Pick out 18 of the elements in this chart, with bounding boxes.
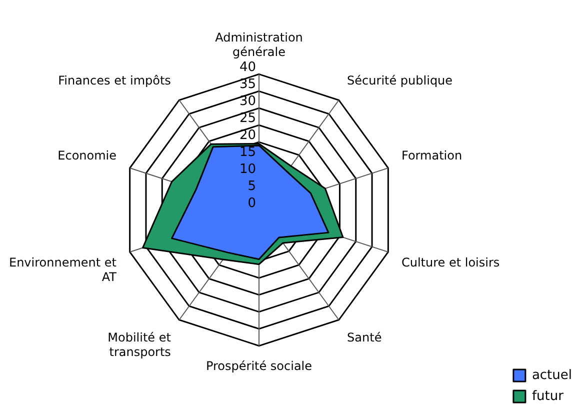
y-tick-label: 40 [239, 60, 256, 76]
spoke-label: Administration générale [215, 30, 303, 60]
y-tick-label: 0 [248, 196, 256, 211]
y-tick-label: 10 [239, 162, 256, 177]
spoke-label: Mobilité et transports [108, 330, 172, 359]
legend-label: actuel [532, 368, 572, 383]
legend-label: futur [532, 388, 564, 404]
spoke-label: Environnement et AT [9, 256, 118, 284]
spoke-label: Prospérité sociale [206, 359, 312, 374]
spoke-label: Economie [58, 148, 117, 163]
spoke-label: Finances et impôts [58, 74, 171, 88]
y-tick-label: 15 [239, 144, 256, 160]
y-tick-label: 35 [239, 77, 256, 92]
spoke-label: Formation [401, 148, 462, 163]
y-tick-label: 5 [248, 178, 256, 194]
spoke-label: Sécurité publique [347, 74, 453, 88]
spoke-label: Santé [347, 330, 382, 345]
spoke-label: Culture et loisirs [401, 256, 500, 270]
